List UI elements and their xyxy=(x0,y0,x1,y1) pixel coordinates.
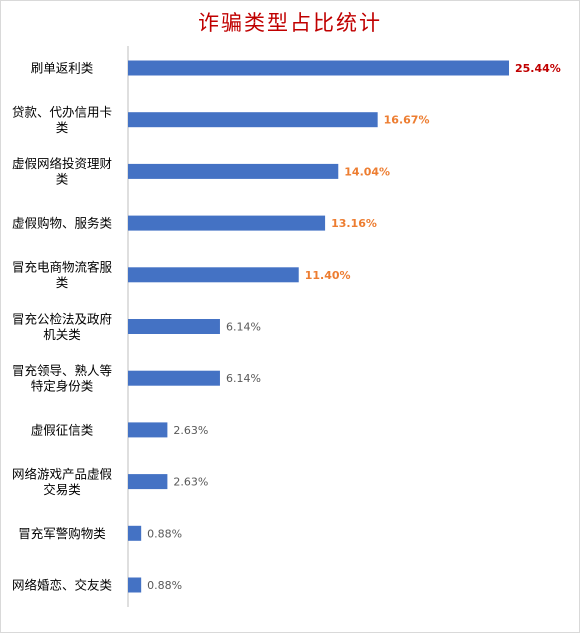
category-label: 虚假征信类 xyxy=(31,422,94,437)
bar xyxy=(128,112,378,128)
bar xyxy=(128,215,326,231)
data-label: 16.67% xyxy=(384,114,430,127)
data-label: 13.16% xyxy=(331,217,377,230)
bar xyxy=(128,319,220,334)
category-label: 冒充领导、熟人等 xyxy=(12,363,112,378)
bar xyxy=(128,60,509,76)
bar xyxy=(128,577,142,593)
bar xyxy=(128,422,168,438)
category-label: 网络游戏产品虚假 xyxy=(12,466,113,481)
chart-title: 诈骗类型占比统计 xyxy=(198,11,382,35)
category-label: 刷单返利类 xyxy=(31,61,94,76)
bar xyxy=(128,370,220,386)
category-label: 机关类 xyxy=(43,327,81,342)
data-label: 2.63% xyxy=(173,476,208,489)
category-label: 虚假网络投资理财 xyxy=(12,156,112,171)
category-label: 交易类 xyxy=(43,482,81,497)
data-label: 2.63% xyxy=(173,424,208,437)
category-label: 特定身份类 xyxy=(31,378,94,393)
category-label: 类 xyxy=(56,120,69,135)
data-label: 0.88% xyxy=(147,579,182,592)
category-label: 类 xyxy=(56,275,69,290)
category-label: 类 xyxy=(56,172,69,187)
category-label: 冒充公检法及政府 xyxy=(12,311,112,326)
bar xyxy=(128,525,142,541)
bar xyxy=(128,267,299,283)
data-label: 14.04% xyxy=(344,165,390,178)
data-label: 11.40% xyxy=(305,269,351,282)
data-label: 6.14% xyxy=(226,372,261,385)
category-label: 贷款、代办信用卡 xyxy=(12,104,112,119)
category-label: 网络婚恋、交友类 xyxy=(12,578,113,593)
category-label: 冒充军警购物类 xyxy=(18,526,106,541)
data-label: 25.44% xyxy=(515,62,561,75)
data-label: 6.14% xyxy=(226,321,261,334)
category-label: 冒充电商物流客服 xyxy=(12,260,113,275)
data-label: 0.88% xyxy=(147,527,182,540)
bar xyxy=(128,474,168,490)
category-label: 虚假购物、服务类 xyxy=(12,216,113,231)
bar xyxy=(128,163,339,179)
